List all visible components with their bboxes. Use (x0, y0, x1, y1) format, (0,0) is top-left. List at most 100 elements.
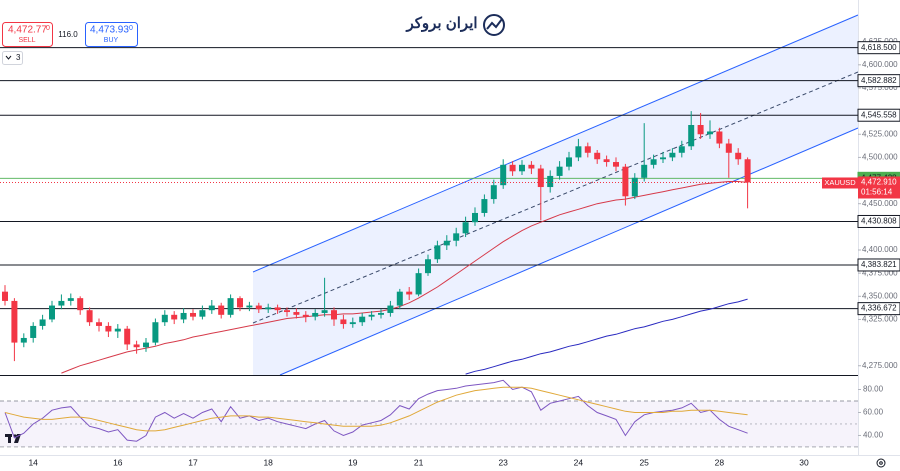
price-pane (252, 14, 859, 376)
candle-body (509, 164, 516, 172)
candle-body (716, 131, 723, 144)
y-tick-label: 4,525.000 (862, 129, 898, 138)
logo-arrow (486, 18, 503, 30)
gear[interactable] (876, 458, 886, 468)
candle-body (678, 146, 685, 153)
settings-icon[interactable] (876, 458, 886, 468)
channel-fill (253, 15, 858, 375)
buy-price: 4,473.93 (90, 25, 129, 36)
x-tick-label: 28 (715, 457, 725, 467)
candle-body (312, 312, 319, 317)
candle-body (725, 143, 732, 153)
candle-body (86, 310, 93, 323)
gear-center (879, 461, 883, 465)
level-label: 4,582.882 (861, 76, 897, 85)
buy-label: BUY (104, 37, 119, 44)
collapse-button[interactable] (2, 51, 23, 65)
candle-body (641, 164, 648, 178)
candle-body (406, 291, 413, 295)
level-label-box (857, 214, 900, 228)
candle-body (622, 166, 629, 197)
candle-body (603, 159, 610, 163)
candle-body (575, 146, 582, 158)
candle-body (349, 322, 356, 325)
candle-body (39, 319, 46, 326)
candle-body (368, 314, 375, 317)
channel-upper (252, 14, 859, 273)
candle-body (114, 328, 121, 332)
candle-body (133, 344, 140, 348)
buy-button[interactable] (85, 22, 138, 47)
level-label: 4,618.500 (861, 43, 897, 52)
candle-body (49, 305, 55, 320)
candle-body (378, 312, 384, 315)
candle-body (199, 310, 206, 317)
candle-body (2, 291, 8, 301)
candle-body (96, 322, 102, 326)
candle-body (584, 146, 591, 153)
x-tick-label: 16 (113, 457, 123, 467)
candle-body (58, 300, 65, 306)
candle-body (537, 168, 544, 188)
logo-text: ایران بروکر (405, 15, 477, 32)
x-tick-label: 17 (188, 457, 198, 467)
sell-button[interactable] (2, 22, 53, 47)
candle-body (208, 305, 215, 311)
candle-body (246, 305, 253, 308)
candle-body (660, 157, 666, 160)
collapse-count: 3 (16, 53, 21, 62)
y-tick-label: 4,600.000 (862, 60, 898, 69)
candle-body (152, 322, 159, 343)
sell-sup: 0 (46, 25, 50, 32)
candle-body (67, 298, 74, 301)
candle-body (387, 305, 394, 313)
level-label: 4,336.672 (861, 304, 897, 313)
candle-body (613, 162, 619, 167)
candle-body (274, 307, 281, 311)
candle-body (415, 273, 422, 295)
last-price-label: 4,472.910 (861, 178, 897, 187)
candle-body (472, 212, 478, 223)
logo-icon (483, 14, 505, 36)
candle-body (302, 314, 309, 317)
candle-body (396, 291, 403, 306)
level-label-box (857, 74, 900, 88)
candle-body (556, 166, 563, 176)
last-price-box (858, 176, 900, 199)
y-tick-label: 4,325.000 (862, 315, 898, 324)
tv-logo-part (8, 434, 11, 443)
y-tick-label: 4,350.000 (862, 291, 898, 300)
candle-body (669, 152, 676, 158)
level-label: 4,430.808 (861, 217, 897, 226)
candle-body (30, 325, 37, 338)
channel-lower (279, 127, 859, 376)
candle-body (124, 328, 131, 345)
x-tick-label: 25 (639, 457, 649, 467)
x-tick-label: 19 (348, 457, 358, 467)
candle-body (265, 307, 272, 310)
sell-label: SELL (18, 37, 35, 44)
candle-body (462, 222, 469, 234)
logo: ایران بروکر (405, 14, 505, 36)
toolbar: 4,472.77 0 SELL 116.0 4,473.93 0 BUY 3 (2, 22, 138, 65)
level-label-box (857, 302, 900, 316)
candle-body (218, 305, 225, 315)
candle-body (11, 300, 18, 343)
y-tick-label: 4,575.000 (862, 83, 898, 92)
symbol-box (822, 177, 858, 189)
rsi-line (4, 379, 748, 442)
candle-body (490, 185, 497, 200)
x-tick-label: 24 (574, 457, 584, 467)
candle-body (443, 240, 450, 246)
rsi-y-tick-label: 60.00 (863, 408, 884, 417)
level-label-box (857, 258, 900, 272)
spread: 116.0 (58, 30, 78, 39)
x-tick-label: 14 (28, 457, 38, 467)
symbol-label: XAUUSD (824, 178, 856, 187)
x-tick-label: 30 (799, 457, 809, 467)
candle-body (143, 342, 149, 348)
candle-body (190, 312, 196, 317)
buy-sup: 0 (129, 25, 133, 32)
candle-body (284, 310, 290, 313)
